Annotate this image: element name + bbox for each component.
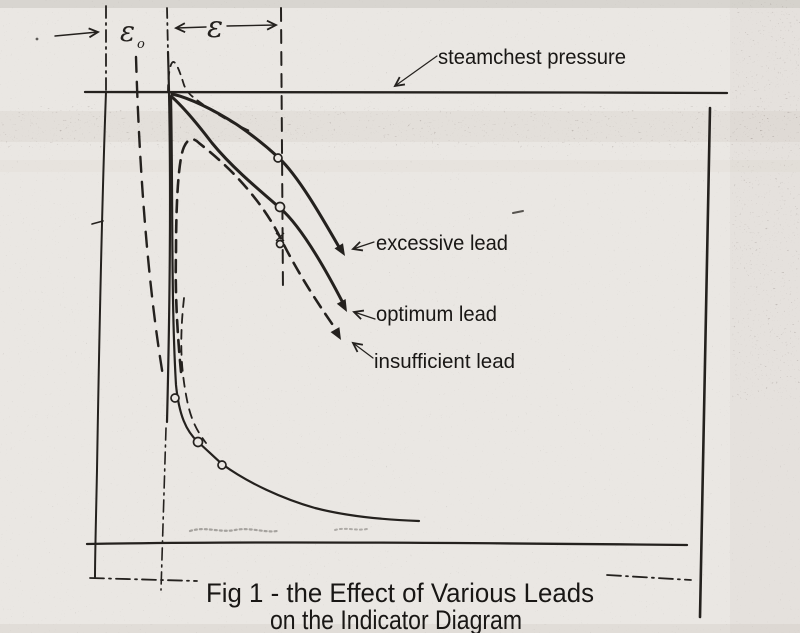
- data-point-circle: [273, 153, 283, 163]
- epsilon-arrow-right: [226, 19, 279, 31]
- epsilon-o-label: ε: [120, 15, 135, 48]
- right-speckle-noise: [732, 0, 800, 400]
- data-point-x-circle: [275, 232, 285, 249]
- reference-lines: [83, 5, 729, 619]
- data-point-circle: [217, 460, 227, 470]
- data-point-circle: [170, 393, 180, 403]
- epsilon-arrow-left: [173, 22, 207, 34]
- dimension-arrows: [54, 19, 279, 39]
- data-point-circle: [274, 201, 286, 213]
- insufficient-lead-curve-arrowhead: [330, 327, 341, 340]
- insufficient-leader-arrow: [351, 341, 374, 359]
- optimum-leader-arrow: [352, 309, 376, 320]
- bottom-boundary-line: [85, 541, 689, 547]
- left-boundary-line: [94, 91, 107, 578]
- expansion-dashed-companion: [180, 297, 207, 444]
- admission-line-bottom-dashdot: [160, 427, 167, 591]
- insufficient-lead-label: insufficient lead: [374, 351, 515, 373]
- steamchest-pressure-label: steamchest pressure: [438, 46, 626, 69]
- baseline-dashdot-left: [89, 577, 198, 582]
- right-boundary-line: [698, 106, 712, 619]
- baseline-dashdot-right: [606, 574, 692, 581]
- band-speckle-noise: [0, 106, 800, 148]
- pencil-smudge-left: [188, 528, 279, 533]
- leader-arrows: [351, 55, 438, 359]
- excessive-lead-curve-arrowhead: [334, 243, 345, 256]
- optimum-lead-curve: [170, 95, 346, 307]
- optimum-lead-curve-arrowhead: [336, 299, 347, 312]
- steamchest-leader-arrow: [393, 55, 438, 88]
- admission-line: [165, 50, 172, 424]
- clearance-dashed-line: [134, 55, 165, 378]
- optimum-lead-label: optimum lead: [376, 303, 497, 326]
- expansion-curve: [169, 94, 421, 523]
- excessive-lead-label: excessive lead: [376, 232, 508, 255]
- figure-caption-line2: on the Indicator Diagram: [270, 605, 522, 633]
- epsilon-o-arrow: [54, 27, 101, 39]
- steamchest-pressure-line: [83, 90, 729, 95]
- epsilon-o-subscript: o: [137, 37, 145, 52]
- epsilon-label: ε: [207, 10, 223, 45]
- data-point-circle: [192, 436, 204, 448]
- excessive-leader-arrow: [351, 241, 375, 252]
- admission-line-top-dashdot: [166, 7, 169, 53]
- diagram-curves: [167, 61, 421, 523]
- lead-reference-dashed-line: [280, 7, 284, 293]
- stray-pen-mark: [512, 210, 524, 214]
- pencil-smudge-right: [334, 527, 368, 531]
- stray-dot: [35, 37, 39, 41]
- insufficient-lead-curve: [174, 137, 339, 374]
- figure-caption-line1: Fig 1 - the Effect of Various Leads: [206, 578, 594, 608]
- data-point-markers: [170, 153, 286, 470]
- pressure-spike-dashed-curve: [167, 61, 253, 133]
- excessive-lead-curve: [170, 92, 341, 249]
